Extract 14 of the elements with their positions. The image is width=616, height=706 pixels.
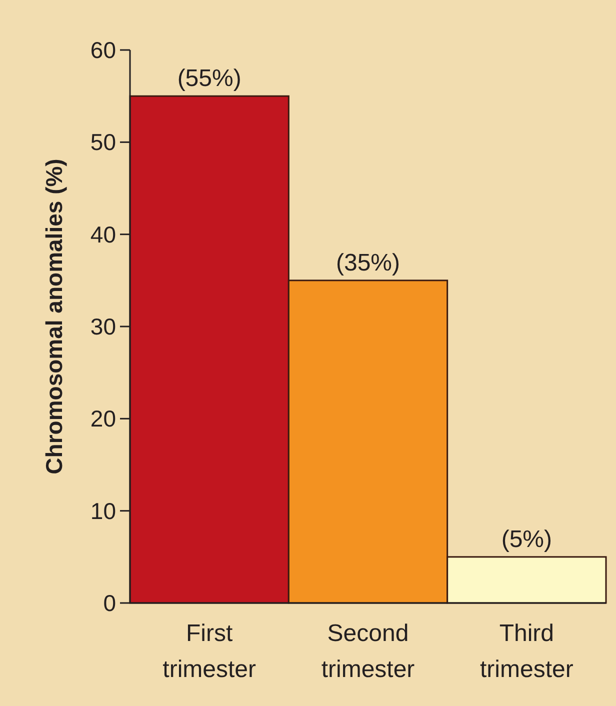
y-tick-label: 60 <box>90 37 116 64</box>
y-tick-label: 50 <box>90 129 116 156</box>
y-axis-title: Chromosomal anomalies (%) <box>41 158 67 474</box>
data-label: (55%) <box>177 65 242 92</box>
data-label: (35%) <box>336 249 400 276</box>
y-tick-label: 40 <box>90 221 116 248</box>
y-tick-label: 10 <box>90 498 116 524</box>
x-tick-label: Second trimester <box>321 620 415 683</box>
x-tick-label: Third trimester <box>480 620 574 683</box>
x-tick-label: First trimester <box>162 620 256 683</box>
data-label: (5%) <box>501 526 552 553</box>
y-tick-label: 30 <box>90 314 116 340</box>
y-tick-label: 0 <box>103 590 116 616</box>
y-tick-label: 20 <box>90 406 116 432</box>
